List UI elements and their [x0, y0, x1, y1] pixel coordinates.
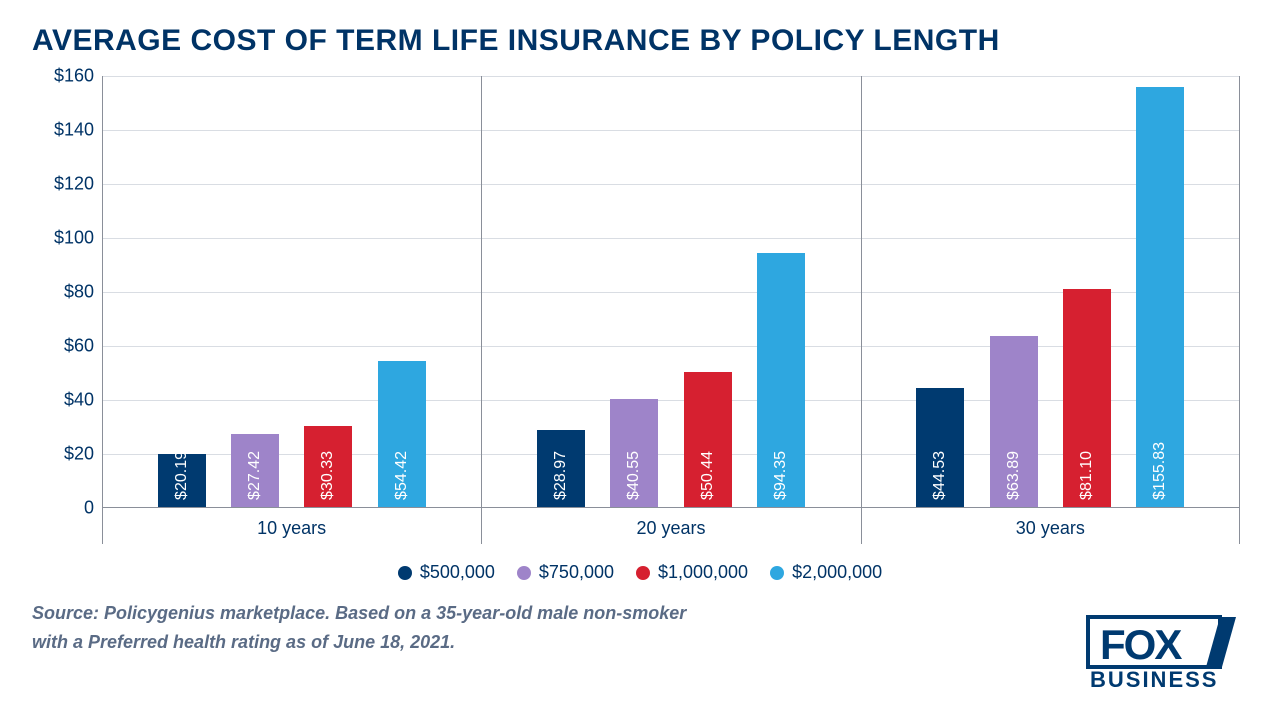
- bar: $50.44: [684, 372, 732, 508]
- y-tick-label: $160: [54, 66, 94, 87]
- x-axis-labels: 10 years20 years30 years: [102, 508, 1240, 548]
- bar-value-label: $40.55: [625, 451, 643, 500]
- y-tick-label: $120: [54, 174, 94, 195]
- bar: $27.42: [231, 434, 279, 508]
- bar-value-label: $81.10: [1078, 451, 1096, 500]
- group-divider: [861, 76, 862, 544]
- legend-label: $750,000: [539, 562, 614, 583]
- bar-value-label: $27.42: [246, 451, 264, 500]
- bar-groups: $20.19 $27.42 $30.33 $54.42 $28.97 $40.55 $50.…: [102, 76, 1240, 508]
- legend-swatch: [517, 566, 531, 580]
- legend-item: $750,000: [517, 562, 614, 583]
- legend-label: $1,000,000: [658, 562, 748, 583]
- legend-item: $2,000,000: [770, 562, 882, 583]
- bar: $94.35: [757, 253, 805, 508]
- group-divider: [481, 76, 482, 544]
- x-tick-label: 30 years: [861, 508, 1240, 548]
- bars: $20.19 $27.42 $30.33 $54.42: [132, 76, 451, 508]
- legend: $500,000 $750,000 $1,000,000 $2,000,000: [32, 562, 1248, 583]
- y-tick-label: $40: [64, 390, 94, 411]
- x-tick-label: 20 years: [481, 508, 860, 548]
- svg-text:BUSINESS: BUSINESS: [1090, 667, 1218, 692]
- bar: $44.53: [916, 388, 964, 508]
- svg-text:FOX: FOX: [1100, 621, 1182, 668]
- chart-container: AVERAGE COST OF TERM LIFE INSURANCE BY P…: [0, 0, 1280, 720]
- bar: $28.97: [537, 430, 585, 508]
- legend-swatch: [770, 566, 784, 580]
- bars: $44.53 $63.89 $81.10 $155.83: [891, 76, 1210, 508]
- y-tick-label: $140: [54, 120, 94, 141]
- source-text: Source: Policygenius marketplace. Based …: [32, 599, 712, 657]
- chart-title: AVERAGE COST OF TERM LIFE INSURANCE BY P…: [32, 24, 1248, 58]
- bar: $63.89: [990, 336, 1038, 509]
- bar-group: $20.19 $27.42 $30.33 $54.42: [102, 76, 481, 508]
- legend-label: $2,000,000: [792, 562, 882, 583]
- bar-value-label: $155.83: [1151, 442, 1169, 500]
- bar-value-label: $54.42: [393, 451, 411, 500]
- bar-group: $28.97 $40.55 $50.44 $94.35: [481, 76, 860, 508]
- bar-value-label: $63.89: [1005, 451, 1023, 500]
- legend-label: $500,000: [420, 562, 495, 583]
- y-tick-label: $20: [64, 444, 94, 465]
- y-tick-label: $100: [54, 228, 94, 249]
- bars: $28.97 $40.55 $50.44 $94.35: [512, 76, 831, 508]
- y-tick-label: $80: [64, 282, 94, 303]
- bar-value-label: $30.33: [319, 451, 337, 500]
- bar: $81.10: [1063, 289, 1111, 508]
- y-tick-label: 0: [84, 498, 94, 519]
- fox-business-logo: FOX BUSINESS: [1086, 613, 1246, 698]
- bar-value-label: $94.35: [772, 451, 790, 500]
- chart-area: 0 $20 $40 $60 $80 $100 $120 $140 $160 $20.19 $27.4…: [40, 68, 1240, 548]
- plot-region: 0$20$40$60$80$100$120$140$160$20.19$27.4…: [102, 76, 1240, 508]
- bar: $20.19: [158, 454, 206, 509]
- bar-value-label: $50.44: [699, 451, 717, 500]
- legend-swatch: [636, 566, 650, 580]
- bar: $54.42: [378, 361, 426, 508]
- bar: $155.83: [1136, 87, 1184, 508]
- group-divider: [102, 76, 103, 544]
- x-tick-label: 10 years: [102, 508, 481, 548]
- y-tick-label: $60: [64, 336, 94, 357]
- bar: $30.33: [304, 426, 352, 508]
- bar-value-label: $28.97: [552, 451, 570, 500]
- group-divider: [1239, 76, 1240, 544]
- bar-value-label: $44.53: [931, 451, 949, 500]
- legend-swatch: [398, 566, 412, 580]
- bar: $40.55: [610, 399, 658, 508]
- bar-group: $44.53 $63.89 $81.10 $155.83: [861, 76, 1240, 508]
- legend-item: $1,000,000: [636, 562, 748, 583]
- legend-item: $500,000: [398, 562, 495, 583]
- bar-value-label: $20.19: [173, 451, 191, 500]
